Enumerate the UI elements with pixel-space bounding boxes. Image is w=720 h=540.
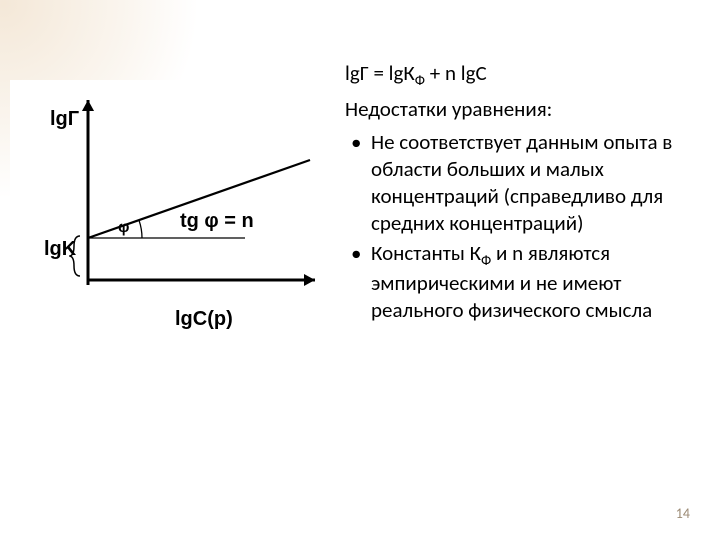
- chart-column: lgГlgC(p)lgKφtg φ = n: [10, 50, 345, 510]
- slide: lgГlgC(p)lgKφtg φ = n lgГ = lgКФ + n lgС…: [0, 0, 720, 540]
- list-item: Константы КФ и n являются эмпирическими …: [345, 240, 680, 324]
- text-column: lgГ = lgКФ + n lgС Недостатки уравнения:…: [345, 50, 680, 510]
- chart-container: lgГlgC(p)lgKφtg φ = n: [10, 80, 340, 340]
- svg-text:lgC(p): lgC(p): [175, 308, 233, 330]
- linearization-chart: lgГlgC(p)lgKφtg φ = n: [10, 80, 340, 340]
- svg-text:lgK: lgK: [44, 238, 77, 260]
- svg-text:lgГ: lgГ: [50, 108, 79, 130]
- equation-line: lgГ = lgКФ + n lgС: [345, 60, 680, 90]
- page-number: 14: [676, 505, 690, 522]
- list-item: Не соответствует данным опыта в области …: [345, 129, 680, 237]
- svg-text:φ: φ: [118, 219, 129, 236]
- subheading: Недостатки уравнения:: [345, 96, 680, 123]
- disadvantages-list: Не соответствует данным опыта в области …: [345, 129, 680, 324]
